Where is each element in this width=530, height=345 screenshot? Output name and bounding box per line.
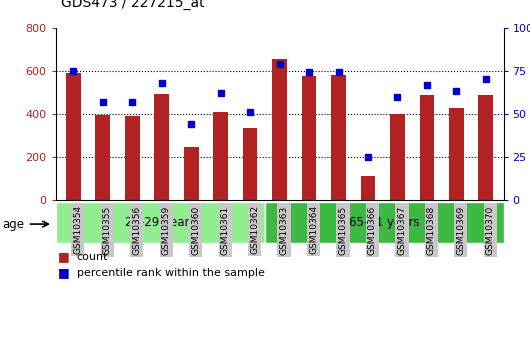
Text: GSM10365: GSM10365 [339,205,348,255]
Text: GSM10369: GSM10369 [456,205,465,255]
Text: GSM10366: GSM10366 [368,205,377,255]
Text: GSM10355: GSM10355 [103,205,112,255]
Bar [449,108,464,200]
Text: age: age [3,218,25,231]
Text: GSM10370: GSM10370 [486,205,495,255]
Text: GSM10367: GSM10367 [398,205,407,255]
Bar [331,76,346,200]
Text: GSM10356: GSM10356 [132,205,142,255]
Text: count: count [77,252,108,262]
Text: GSM10363: GSM10363 [280,205,288,255]
Bar [66,73,81,200]
Bar [479,95,493,200]
Bar [264,202,504,243]
Text: 20-29 years: 20-29 years [125,216,196,229]
Text: GSM10364: GSM10364 [309,205,318,254]
Text: GSM10368: GSM10368 [427,205,436,255]
Bar [95,115,110,200]
Bar [56,202,264,243]
Text: GSM10354: GSM10354 [73,205,82,254]
Bar [184,147,199,200]
Text: GSM10360: GSM10360 [191,205,200,255]
Bar [125,116,139,200]
Bar [272,59,287,200]
Bar [302,76,316,200]
Text: percentile rank within the sample: percentile rank within the sample [77,268,264,277]
Bar [390,114,405,200]
Bar [154,95,169,200]
Text: ■: ■ [58,266,70,279]
Text: GDS473 / 227215_at: GDS473 / 227215_at [61,0,205,10]
Bar [213,112,228,200]
Bar [243,128,258,200]
Text: GSM10359: GSM10359 [162,205,171,255]
Text: GSM10362: GSM10362 [250,205,259,254]
Text: 65-71 years: 65-71 years [349,216,419,229]
Bar [360,176,375,200]
Text: ■: ■ [58,250,70,264]
Bar [420,95,434,200]
Text: GSM10361: GSM10361 [220,205,229,255]
